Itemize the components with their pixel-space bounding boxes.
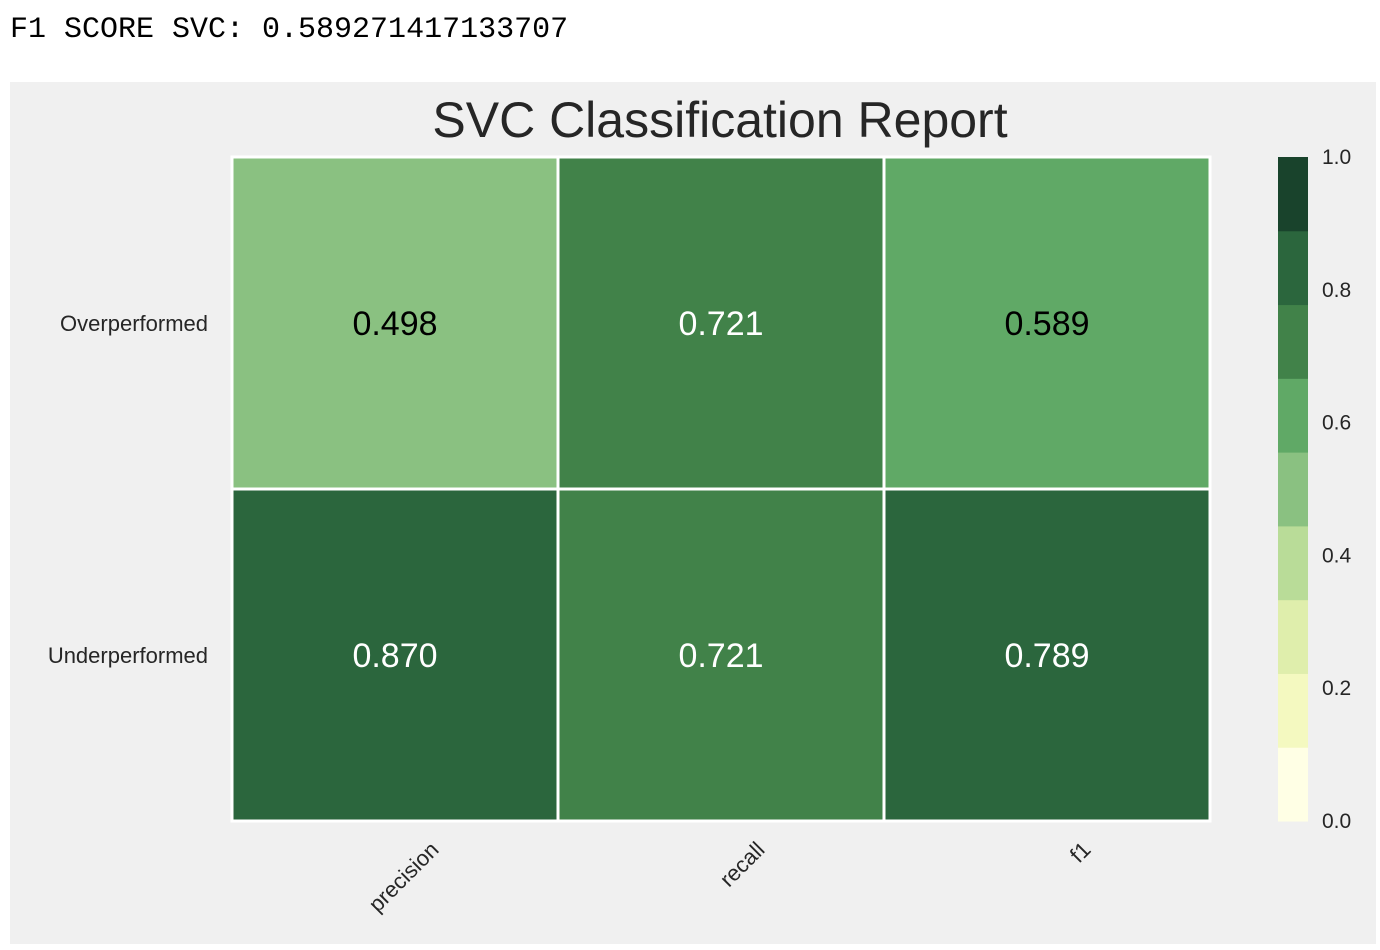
heatmap-cell-1-2 — [882, 487, 1212, 823]
col-label-recall: recall — [715, 837, 770, 892]
col-label-precision: precision — [364, 837, 444, 917]
f1-score-output: F1 SCORE SVC: 0.589271417133707 — [10, 13, 569, 47]
row-label-underperformed: Underperformed — [48, 643, 208, 668]
heatmap-cell-0-1 — [556, 155, 886, 491]
cell-value-label: 0.789 — [1004, 637, 1089, 675]
colorbar-segment — [1278, 525, 1308, 601]
colorbar-segment — [1278, 452, 1308, 527]
colorbar-tick-label: 0.2 — [1322, 677, 1351, 700]
row-label-overperformed: Overperformed — [60, 311, 208, 336]
cell-value-label: 0.721 — [678, 305, 763, 343]
colorbar-segment — [1278, 157, 1308, 232]
cell-value-label: 0.589 — [1004, 305, 1089, 343]
heatmap-cell-1-1 — [556, 487, 886, 823]
colorbar-segment — [1278, 673, 1308, 748]
colorbar-tick-label: 1.0 — [1322, 146, 1351, 169]
colorbar-tick-label: 0.8 — [1322, 279, 1351, 302]
cell-value-label: 0.498 — [352, 305, 437, 343]
cell-value-label: 0.870 — [352, 637, 437, 675]
heatmap-chart: SVC Classification Report 0.498 0.721 0.58… — [48, 92, 1352, 917]
colorbar-tick-label: 0.4 — [1322, 544, 1352, 567]
heatmap-cell-0-0 — [230, 155, 560, 491]
colorbar-tick-label: 0.6 — [1322, 412, 1351, 435]
heatmap-cell-0-2 — [882, 155, 1212, 491]
colorbar-segment — [1278, 747, 1308, 822]
colorbar-segment — [1278, 599, 1308, 674]
col-label-f1: f1 — [1065, 837, 1096, 868]
colorbar-segment — [1278, 378, 1308, 453]
chart-title: SVC Classification Report — [432, 92, 1007, 148]
colorbar-segment — [1278, 230, 1308, 306]
cell-value-label: 0.721 — [678, 637, 763, 675]
classification-report-figure: SVC Classification Report 0.498 0.721 0.58… — [10, 82, 1376, 944]
colorbar-tick-label: 0.0 — [1322, 810, 1351, 833]
colorbar-segment — [1278, 304, 1308, 379]
heatmap-cell-1-0 — [230, 487, 560, 823]
